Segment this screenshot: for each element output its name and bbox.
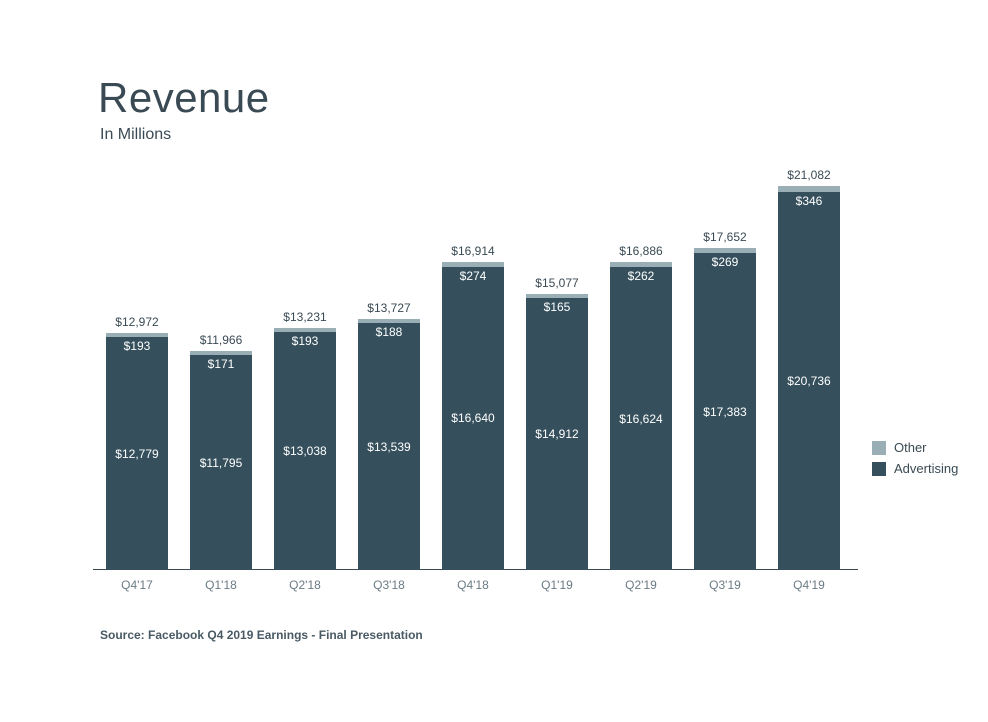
legend-swatch-other [872, 441, 886, 455]
bar-Q3'18: $13,539$188$13,727Q3'18 [358, 319, 420, 570]
legend-swatch-advertising [872, 462, 886, 476]
legend-item-advertising: Advertising [872, 461, 958, 476]
x-axis-category: Q2'19 [610, 578, 672, 592]
bar-label-total: $15,077 [526, 276, 588, 290]
bar-label-advertising: $12,779 [106, 447, 168, 461]
bar-label-advertising: $16,624 [610, 412, 672, 426]
bar-Q4'17: $12,779$193$12,972Q4'17 [106, 333, 168, 570]
bar-label-other: $262 [610, 269, 672, 283]
bar-label-total: $17,652 [694, 230, 756, 244]
bar-segment-other [610, 261, 672, 267]
chart-title: Revenue [98, 74, 270, 122]
bar-Q1'19: $14,912$165$15,077Q1'19 [526, 294, 588, 570]
bar-label-advertising: $14,912 [526, 427, 588, 441]
bar-segment-other [694, 247, 756, 253]
bar-segment-other [778, 185, 840, 192]
legend-label-advertising: Advertising [894, 461, 958, 476]
bar-label-other: $269 [694, 255, 756, 269]
bar-segment-other [190, 350, 252, 355]
bar-Q1'18: $11,795$171$11,966Q1'18 [190, 351, 252, 570]
x-axis-category: Q4'19 [778, 578, 840, 592]
chart-source: Source: Facebook Q4 2019 Earnings - Fina… [100, 628, 423, 642]
bar-label-total: $13,727 [358, 301, 420, 315]
bar-label-advertising: $13,539 [358, 440, 420, 454]
bar-label-total: $21,082 [778, 168, 840, 182]
bar-Q3'19: $17,383$269$17,652Q3'19 [694, 248, 756, 570]
chart-plot-area: $12,779 $193 $12,972 Q4'17 $11,795 $171 $11,96… [98, 160, 858, 600]
revenue-slide: Revenue In Millions $12,779 $193 $12,972 Q4… [0, 0, 988, 722]
x-axis-category: Q4'18 [442, 578, 504, 592]
bar-label-other: $346 [778, 194, 840, 208]
chart-subtitle: In Millions [100, 126, 171, 144]
bar-label-other: $165 [526, 300, 588, 314]
bar-label-total: $11,966 [190, 333, 252, 347]
legend-item-other: Other [872, 440, 958, 455]
x-axis-category: Q1'19 [526, 578, 588, 592]
bar-label-advertising: $20,736 [778, 374, 840, 388]
bar-label-advertising: $16,640 [442, 411, 504, 425]
chart-legend: Other Advertising [872, 440, 958, 482]
bar-label-other: $193 [274, 334, 336, 348]
bar-label-other: $193 [106, 339, 168, 353]
x-axis-category: Q2'18 [274, 578, 336, 592]
x-axis-category: Q1'18 [190, 578, 252, 592]
bar-label-total: $13,231 [274, 310, 336, 324]
x-axis-category: Q4'17 [106, 578, 168, 592]
x-axis-category: Q3'19 [694, 578, 756, 592]
bar-Q2'18: $13,038$193$13,231Q2'18 [274, 328, 336, 570]
bar-label-total: $16,914 [442, 244, 504, 258]
bar-label-other: $188 [358, 325, 420, 339]
bar-label-advertising: $11,795 [190, 456, 252, 470]
bar-Q4'18: $16,640$274$16,914Q4'18 [442, 262, 504, 570]
bar-label-advertising: $17,383 [694, 405, 756, 419]
bar-segment-other [274, 327, 336, 332]
bar-Q4'19: $20,736$346$21,082Q4'19 [778, 186, 840, 570]
bar-label-advertising: $13,038 [274, 444, 336, 458]
x-axis-category: Q3'18 [358, 578, 420, 592]
bar-segment-other [358, 318, 420, 323]
bar-segment-other [526, 293, 588, 298]
bar-label-other: $274 [442, 269, 504, 283]
bar-segment-other [442, 261, 504, 267]
bar-label-other: $171 [190, 357, 252, 371]
bar-Q2'19: $16,624$262$16,886Q2'19 [610, 262, 672, 570]
bar-label-total: $16,886 [610, 244, 672, 258]
legend-label-other: Other [894, 440, 927, 455]
bar-label-total: $12,972 [106, 315, 168, 329]
bar-segment-other [106, 332, 168, 337]
